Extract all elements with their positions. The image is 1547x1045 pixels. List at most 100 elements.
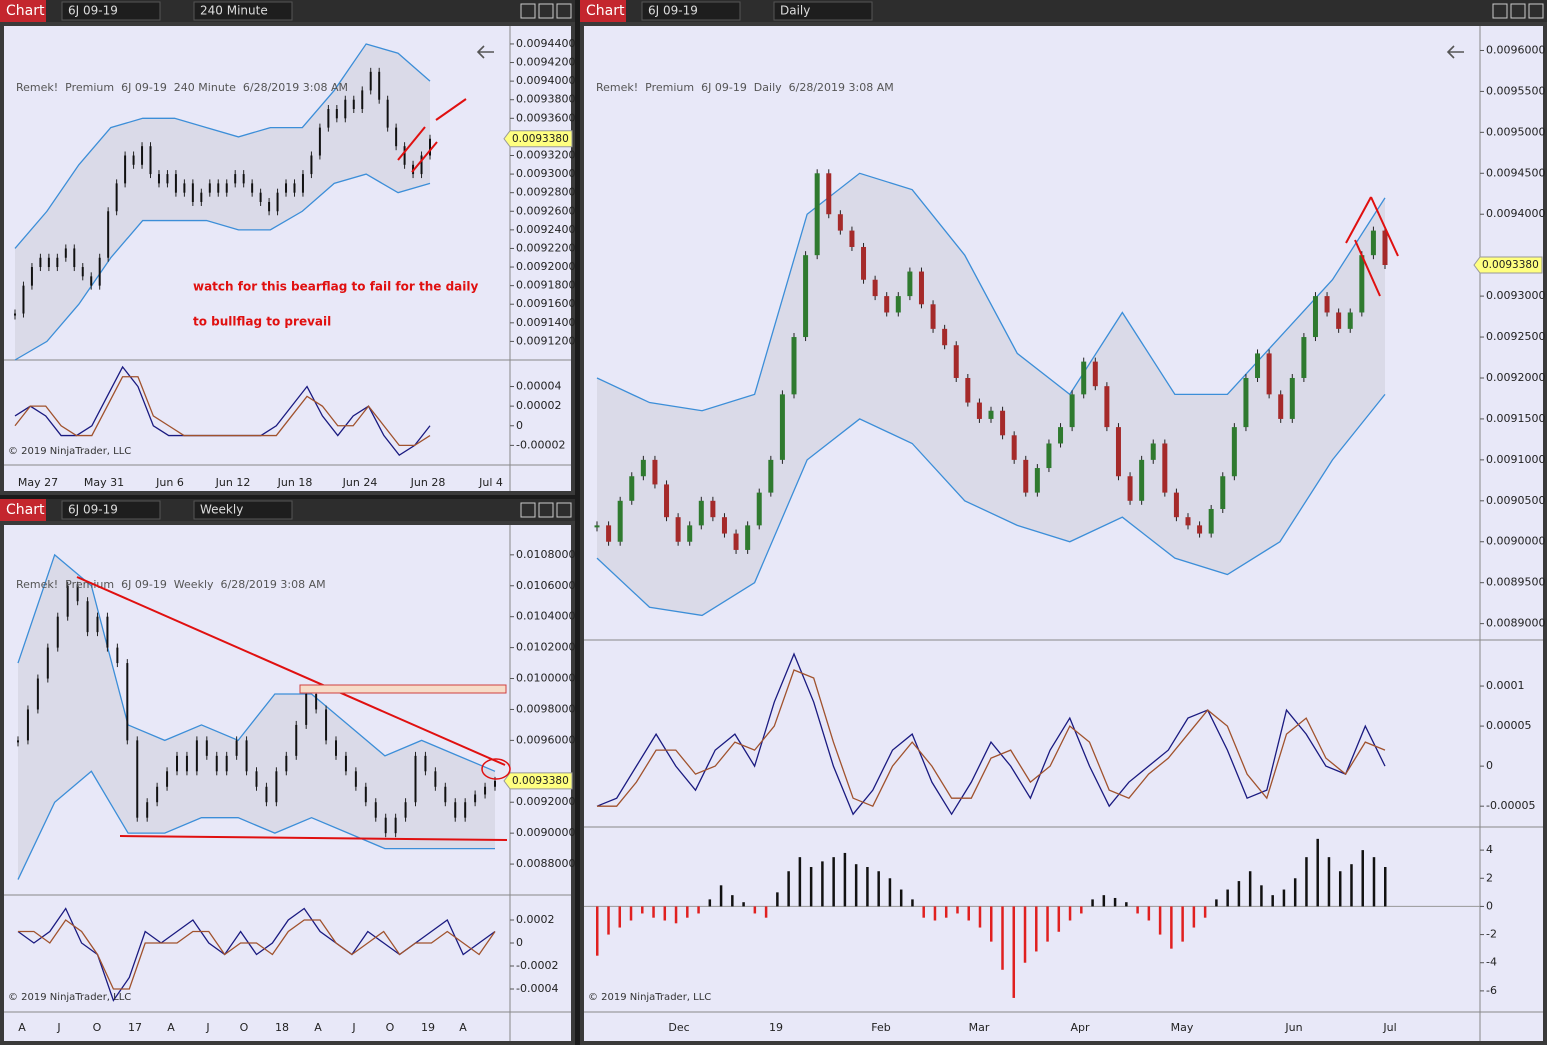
price-bar <box>1312 296 1318 338</box>
x-tick-label: May 27 <box>18 476 58 489</box>
y-tick-label: -2 <box>1486 928 1497 941</box>
price-bar <box>664 484 670 518</box>
y-tick-label: 0.0104000 <box>516 610 576 623</box>
window-button[interactable] <box>520 502 536 518</box>
chart-tab[interactable] <box>0 499 46 521</box>
resistance-zone <box>299 684 507 694</box>
price-bar <box>1324 296 1330 313</box>
y-tick-label: 0 <box>1486 899 1493 912</box>
histogram-bar <box>686 906 689 918</box>
x-tick-label: 19 <box>769 1021 783 1034</box>
x-tick-label: May <box>1171 1021 1194 1034</box>
interval-select[interactable] <box>193 1 293 21</box>
price-bar <box>255 771 258 787</box>
price-bar <box>1115 427 1121 477</box>
x-tick-label: Apr <box>1070 1021 1090 1034</box>
price-bar <box>46 647 49 679</box>
y-tick-label: 0.0001 <box>1486 679 1525 692</box>
price-bar <box>1266 353 1272 395</box>
chart-window: Chart 6J 09-19 240 Minute 0.0094400 0.009420… <box>0 0 576 495</box>
window-button[interactable] <box>1492 3 1508 19</box>
window-button[interactable] <box>538 502 554 518</box>
instrument-label: 6J 09-19 <box>648 4 698 18</box>
instrument-select[interactable] <box>61 1 161 21</box>
price-bar <box>474 794 477 803</box>
price-bar <box>96 616 99 633</box>
price-bar <box>1278 394 1284 419</box>
price-bar <box>344 755 347 772</box>
histogram-bar <box>652 906 655 918</box>
price-bar <box>779 394 785 460</box>
price-bar <box>354 771 357 787</box>
y-tick-label: 0.0093600 <box>516 111 576 124</box>
histogram-bar <box>809 867 813 907</box>
histogram-bar <box>1282 889 1286 907</box>
copyright: © 2019 NinjaTrader, LLC <box>588 992 711 1003</box>
back-arrow[interactable] <box>476 45 494 59</box>
interval-select[interactable] <box>193 500 293 520</box>
window-button[interactable] <box>1528 3 1544 19</box>
y-tick-label: 0.0098000 <box>516 702 576 715</box>
price-bar <box>837 214 843 231</box>
price-bar <box>721 517 727 534</box>
price-bar <box>276 192 279 212</box>
price-bar <box>30 267 33 286</box>
chart-tab[interactable] <box>0 0 46 22</box>
lower-band <box>17 770 495 880</box>
price-bar <box>884 296 890 313</box>
price-bar <box>166 174 169 184</box>
y-tick-label: 0.0091600 <box>516 297 576 310</box>
window-button[interactable] <box>520 3 536 19</box>
y-tick-label: 0.0090000 <box>516 826 576 839</box>
price-bar <box>394 817 397 834</box>
chart-window: Chart 6J 09-19 Weekly 0.0108000 0.0106000 0.0… <box>0 499 576 1045</box>
price-bar <box>146 802 149 818</box>
x-tick-label: J <box>205 1021 209 1034</box>
price-bar <box>1139 459 1145 501</box>
instrument-label: 6J 09-19 <box>68 4 118 18</box>
price-bar <box>126 663 129 741</box>
y-tick-label: 0.0088000 <box>516 857 576 870</box>
y-tick-label: 0.0091000 <box>1486 453 1546 466</box>
instrument-select[interactable] <box>61 500 161 520</box>
price-bar <box>183 183 186 193</box>
instrument-label: 6J 09-19 <box>68 503 118 517</box>
price-bar <box>1162 443 1168 493</box>
histogram-bar <box>1384 867 1387 907</box>
x-tick-label: A <box>18 1021 26 1034</box>
back-arrow[interactable] <box>1446 45 1464 59</box>
interval-label: Weekly <box>200 503 243 517</box>
price-bar <box>265 786 268 803</box>
histogram-bar <box>1293 878 1297 907</box>
x-tick-label: O <box>386 1021 395 1034</box>
price-bar <box>429 138 431 156</box>
histogram-bar <box>1023 906 1027 963</box>
histogram-bar <box>888 878 892 907</box>
lower-band <box>14 173 431 361</box>
price-bar <box>295 724 298 756</box>
price-bar <box>310 155 313 175</box>
chart-tab[interactable] <box>580 0 626 22</box>
price-bar <box>733 533 739 550</box>
toolbar: Chart 6J 09-19 240 Minute <box>0 0 575 22</box>
interval-select[interactable] <box>773 1 873 21</box>
last-price-label: 0.0093380 <box>512 775 569 787</box>
price-bar <box>384 817 387 834</box>
window-button[interactable] <box>1510 3 1526 19</box>
price-bar <box>66 585 69 617</box>
y-tick-label: 0.0090000 <box>1486 535 1546 548</box>
price-bar <box>594 525 600 528</box>
instrument-select[interactable] <box>641 1 741 21</box>
price-bar <box>90 276 93 286</box>
window-button[interactable] <box>556 3 572 19</box>
price-bar <box>652 459 658 485</box>
price-bar <box>191 183 194 202</box>
window-button[interactable] <box>556 502 572 518</box>
price-bar <box>1382 230 1388 265</box>
y-tick-label: 0.0095500 <box>1486 84 1546 97</box>
histogram-bar <box>843 852 847 907</box>
price-bar <box>47 257 50 268</box>
window-button[interactable] <box>538 3 554 19</box>
y-tick-label: 0.0094500 <box>1486 166 1546 179</box>
y-tick-label: -0.0002 <box>516 959 558 972</box>
